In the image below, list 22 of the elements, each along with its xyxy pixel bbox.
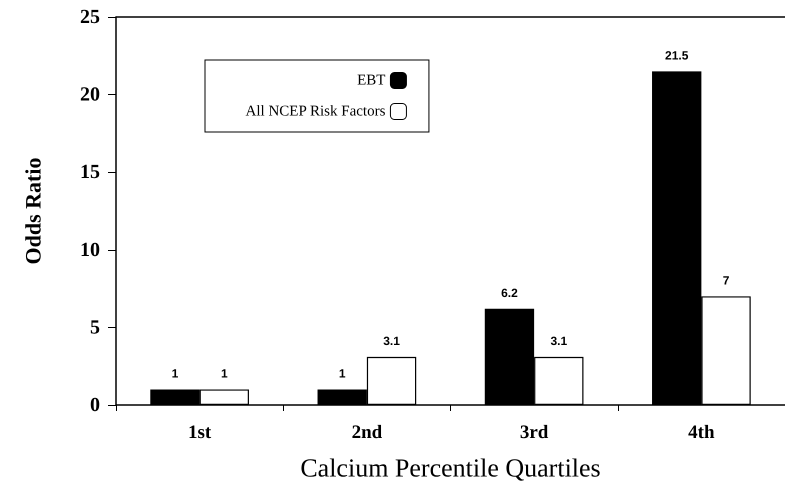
x-tick-label: 4th <box>688 422 715 443</box>
data-label: 3.1 <box>550 334 568 348</box>
data-label: 1 <box>220 366 228 380</box>
data-label: 1 <box>172 366 179 380</box>
y-tick-label: 10 <box>80 238 100 261</box>
y-tick-label: 5 <box>90 316 100 338</box>
x-tick-label: 1st <box>188 422 212 443</box>
y-tick-label: 0 <box>90 394 100 416</box>
y-tick-label: 15 <box>80 161 100 184</box>
data-label: 6.2 <box>501 286 518 300</box>
y-tick-label: 20 <box>80 84 100 106</box>
data-label: 21.5 <box>665 48 689 62</box>
data-label: 1 <box>338 366 346 380</box>
x-tick-label: 2nd <box>352 422 383 443</box>
data-label: 7 <box>722 273 730 288</box>
legend-label: All NCEP Risk Factors <box>246 104 386 120</box>
y-tick-label: 25 <box>80 6 100 28</box>
x-axis-title: Calcium Percentile Quartiles <box>300 454 601 482</box>
data-label: 3.1 <box>383 334 400 348</box>
x-tick-label: 3rd <box>520 422 549 443</box>
legend-label: EBT <box>357 72 386 88</box>
y-axis-title: Odds Ratio <box>20 158 46 264</box>
